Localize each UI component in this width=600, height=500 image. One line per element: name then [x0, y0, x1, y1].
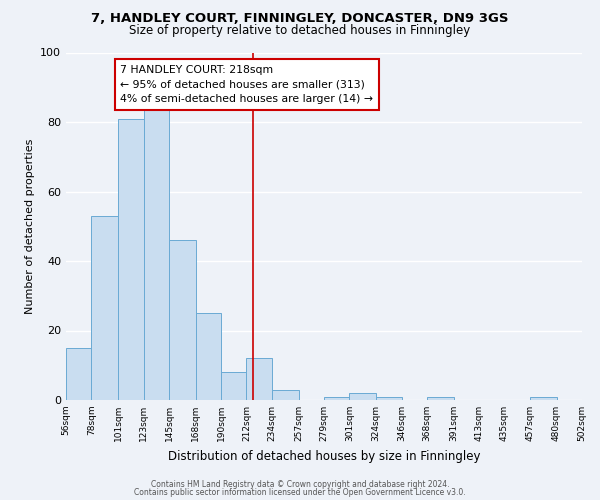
Bar	[247, 358, 272, 400]
Bar	[324, 396, 349, 400]
X-axis label: Distribution of detached houses by size in Finningley: Distribution of detached houses by size …	[168, 450, 480, 462]
Bar	[530, 396, 557, 400]
Text: Contains HM Land Registry data © Crown copyright and database right 2024.: Contains HM Land Registry data © Crown c…	[151, 480, 449, 489]
Bar	[221, 372, 247, 400]
Bar	[143, 108, 169, 400]
Text: 7, HANDLEY COURT, FINNINGLEY, DONCASTER, DN9 3GS: 7, HANDLEY COURT, FINNINGLEY, DONCASTER,…	[91, 12, 509, 26]
Y-axis label: Number of detached properties: Number of detached properties	[25, 138, 35, 314]
Bar	[169, 240, 196, 400]
Bar	[376, 396, 401, 400]
Bar	[91, 216, 118, 400]
Bar	[196, 313, 221, 400]
Text: 7 HANDLEY COURT: 218sqm
← 95% of detached houses are smaller (313)
4% of semi-de: 7 HANDLEY COURT: 218sqm ← 95% of detache…	[120, 64, 373, 104]
Bar	[118, 118, 143, 400]
Bar	[349, 393, 376, 400]
Bar	[272, 390, 299, 400]
Text: Size of property relative to detached houses in Finningley: Size of property relative to detached ho…	[130, 24, 470, 37]
Bar	[427, 396, 454, 400]
Bar	[66, 348, 91, 400]
Text: Contains public sector information licensed under the Open Government Licence v3: Contains public sector information licen…	[134, 488, 466, 497]
